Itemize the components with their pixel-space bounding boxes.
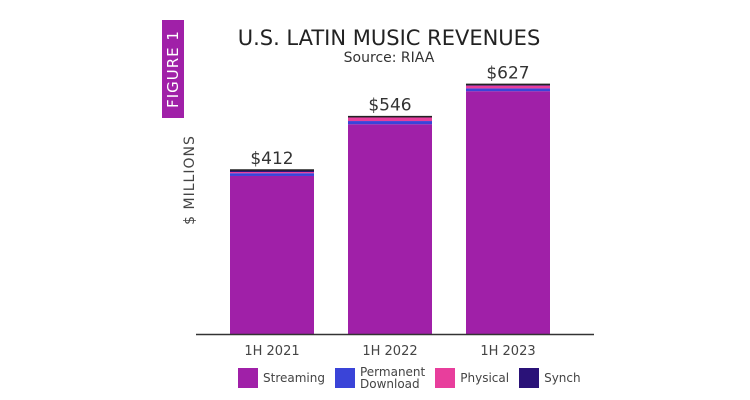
legend-swatch [334, 368, 355, 388]
x-tick-label: 1H 2021 [244, 344, 299, 359]
bar-segment-synch [230, 170, 314, 172]
legend-item-streaming: Streaming [238, 368, 325, 388]
figure-label: FIGURE 1 [162, 20, 184, 118]
x-tick-label: 1H 2022 [362, 344, 417, 359]
legend-swatch [519, 368, 540, 388]
legend-label: Synch [544, 371, 581, 385]
bar-segment-permanent-download [230, 173, 314, 176]
legend-item-permanent-download: Permanent Download [334, 365, 426, 391]
bar-segment-streaming [348, 124, 432, 334]
bar-segment-physical [348, 117, 432, 122]
total-label: $546 [368, 96, 411, 116]
bar-segment-permanent-download [348, 121, 432, 125]
chart-subtitle: Source: RIAA [343, 50, 435, 66]
bar-segment-physical [466, 85, 550, 89]
legend-item-physical: Physical [435, 368, 509, 388]
legend-item-synch: Synch [519, 368, 581, 388]
legend-label: Download [359, 377, 420, 391]
legend-label: Streaming [263, 371, 325, 385]
total-label: $412 [250, 149, 293, 169]
bar-segment-streaming [230, 175, 314, 334]
legend-swatch [435, 368, 456, 388]
chart-title: U.S. LATIN MUSIC REVENUES [237, 26, 541, 50]
bar-segment-permanent-download [466, 88, 550, 92]
bar-segment-physical [230, 171, 314, 174]
legend-label: Physical [460, 371, 510, 385]
legend-swatch [238, 368, 258, 388]
bar-segment-streaming [466, 91, 550, 334]
legend: Streaming Permanent Download Physical Syn… [238, 366, 585, 390]
x-tick-label: 1H 2023 [480, 344, 535, 359]
legend-label: Permanent [359, 365, 426, 379]
total-label: $627 [486, 63, 529, 83]
